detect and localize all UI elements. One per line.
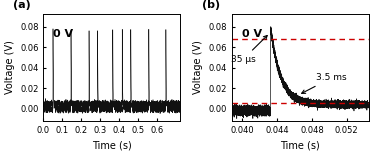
Y-axis label: Voltage (V): Voltage (V) xyxy=(193,41,203,94)
Text: (b): (b) xyxy=(202,0,220,10)
X-axis label: Time (s): Time (s) xyxy=(280,140,320,150)
Text: (a): (a) xyxy=(14,0,31,10)
Text: 0 V: 0 V xyxy=(242,29,262,39)
Text: 35 μs: 35 μs xyxy=(231,36,267,64)
Text: 3.5 ms: 3.5 ms xyxy=(302,73,347,93)
Y-axis label: Voltage (V): Voltage (V) xyxy=(5,41,15,94)
X-axis label: Time (s): Time (s) xyxy=(92,140,132,150)
Text: 0 V: 0 V xyxy=(53,29,73,39)
